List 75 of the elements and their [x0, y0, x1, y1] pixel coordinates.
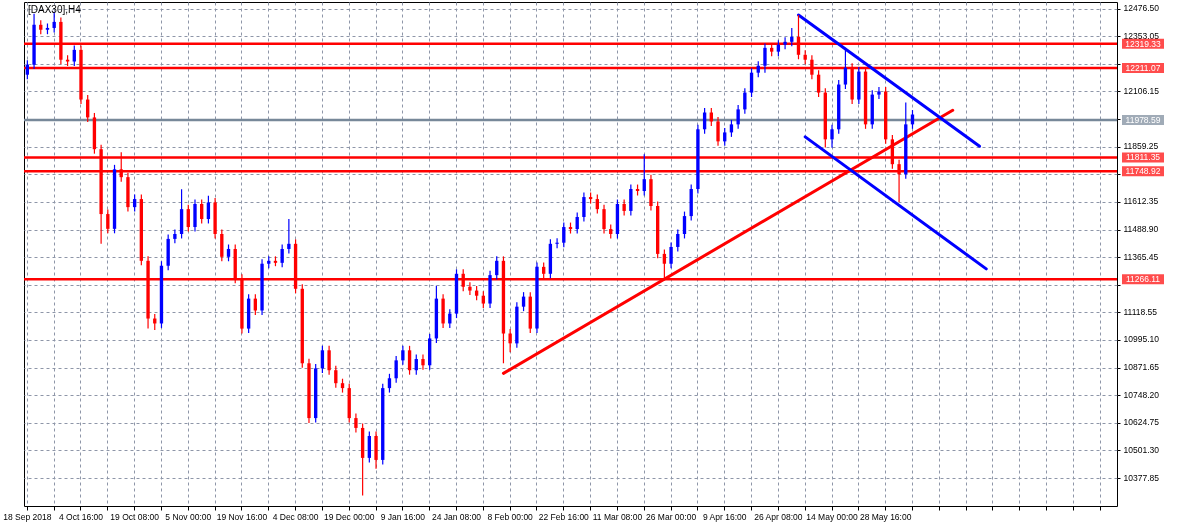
- ref-line-label: 11978.59: [1125, 114, 1161, 125]
- x-tick-label: 26 Apr 08:00: [754, 511, 803, 522]
- candlestick: [173, 228, 177, 244]
- candlestick: [562, 221, 566, 248]
- ref-line-label: 11811.35: [1125, 152, 1161, 163]
- candlestick: [508, 328, 512, 353]
- x-tick-label: 24 Jan 08:00: [431, 511, 482, 522]
- x-tick-label: 4 Oct 16:00: [59, 511, 104, 522]
- x-tick-label: 19 Nov 16:00: [216, 511, 268, 522]
- x-tick-label: 9 Apr 16:00: [702, 511, 747, 522]
- y-tick-label: 10871.65: [1123, 362, 1160, 373]
- y-tick-label: 10748.20: [1123, 389, 1160, 400]
- x-tick-label: 9 Jan 16:00: [380, 511, 426, 522]
- candlestick: [682, 211, 687, 240]
- candlestick: [830, 124, 834, 149]
- x-tick-label: 14 May 00:00: [806, 511, 859, 522]
- candlestick: [716, 116, 720, 147]
- y-tick-label: 11365.45: [1123, 251, 1159, 262]
- x-tick-label: 4 Dec 08:00: [272, 511, 319, 522]
- ref-line-label: 12319.33: [1125, 38, 1161, 49]
- candlestick: [763, 42, 767, 74]
- y-tick-label: 10995.10: [1123, 334, 1160, 345]
- ref-line-label: 12211.07: [1125, 62, 1161, 73]
- chart-title: [DAX30],H4: [28, 4, 82, 15]
- y-tick-label: 11612.35: [1123, 196, 1159, 207]
- candlestick: [421, 353, 425, 371]
- x-tick-label: 19 Oct 08:00: [110, 511, 160, 522]
- candlestick: [582, 191, 586, 223]
- candlestick: [374, 430, 378, 470]
- y-tick-label: 11859.25: [1123, 141, 1159, 152]
- candlestick: [783, 36, 787, 50]
- y-tick-label: 12476.50: [1123, 3, 1160, 14]
- y-tick-label: 11488.90: [1123, 224, 1159, 235]
- candlestick: [186, 204, 190, 233]
- candlestick: [736, 104, 740, 130]
- candlestick: [555, 237, 559, 249]
- candlestick: [843, 47, 848, 90]
- x-tick-label: 18 Sep 2018: [3, 511, 52, 522]
- candlestick: [287, 218, 291, 255]
- y-tick-label: 12353.05: [1123, 30, 1160, 41]
- x-tick-label: 19 Dec 00:00: [323, 511, 375, 522]
- x-tick-label: 26 Mar 00:00: [646, 511, 697, 522]
- candlestick: [387, 373, 392, 394]
- candlestick: [327, 345, 331, 376]
- y-tick-label: 11118.55: [1123, 306, 1158, 317]
- candlestick: [642, 153, 646, 197]
- x-tick-label: 11 Mar 08:00: [592, 511, 643, 522]
- ref-line-label: 11266.11: [1125, 274, 1161, 285]
- candlestick: [200, 198, 204, 225]
- x-tick-label: 28 May 16:00: [859, 511, 912, 522]
- candlestick: [206, 195, 211, 225]
- candlestick: [407, 345, 412, 376]
- candlestick: [662, 248, 667, 281]
- y-tick-label: 12106.15: [1123, 85, 1160, 96]
- candlestick: [354, 413, 358, 433]
- candlestick: [743, 87, 747, 115]
- candlestick: [394, 355, 398, 384]
- candlestick: [106, 209, 110, 234]
- candlestick: [280, 243, 284, 268]
- candlestick: [877, 86, 881, 100]
- y-tick-label: 10377.85: [1123, 472, 1160, 483]
- x-tick-label: 5 Nov 00:00: [165, 511, 212, 522]
- candlestick: [220, 228, 224, 262]
- candlestick: [193, 198, 197, 233]
- candlestick: [669, 241, 673, 269]
- candlestick: [72, 44, 76, 67]
- y-tick-label: 10624.75: [1123, 417, 1160, 428]
- ref-line-label: 11748.92: [1125, 166, 1161, 177]
- y-tick-label: 10501.30: [1123, 444, 1160, 455]
- x-tick-label: 22 Feb 16:00: [538, 511, 590, 522]
- candlestick: [629, 183, 633, 217]
- candlestick: [749, 67, 754, 98]
- candlestick: [602, 204, 606, 235]
- candlestick: [401, 345, 405, 366]
- x-tick-label: 8 Feb 00:00: [487, 511, 534, 522]
